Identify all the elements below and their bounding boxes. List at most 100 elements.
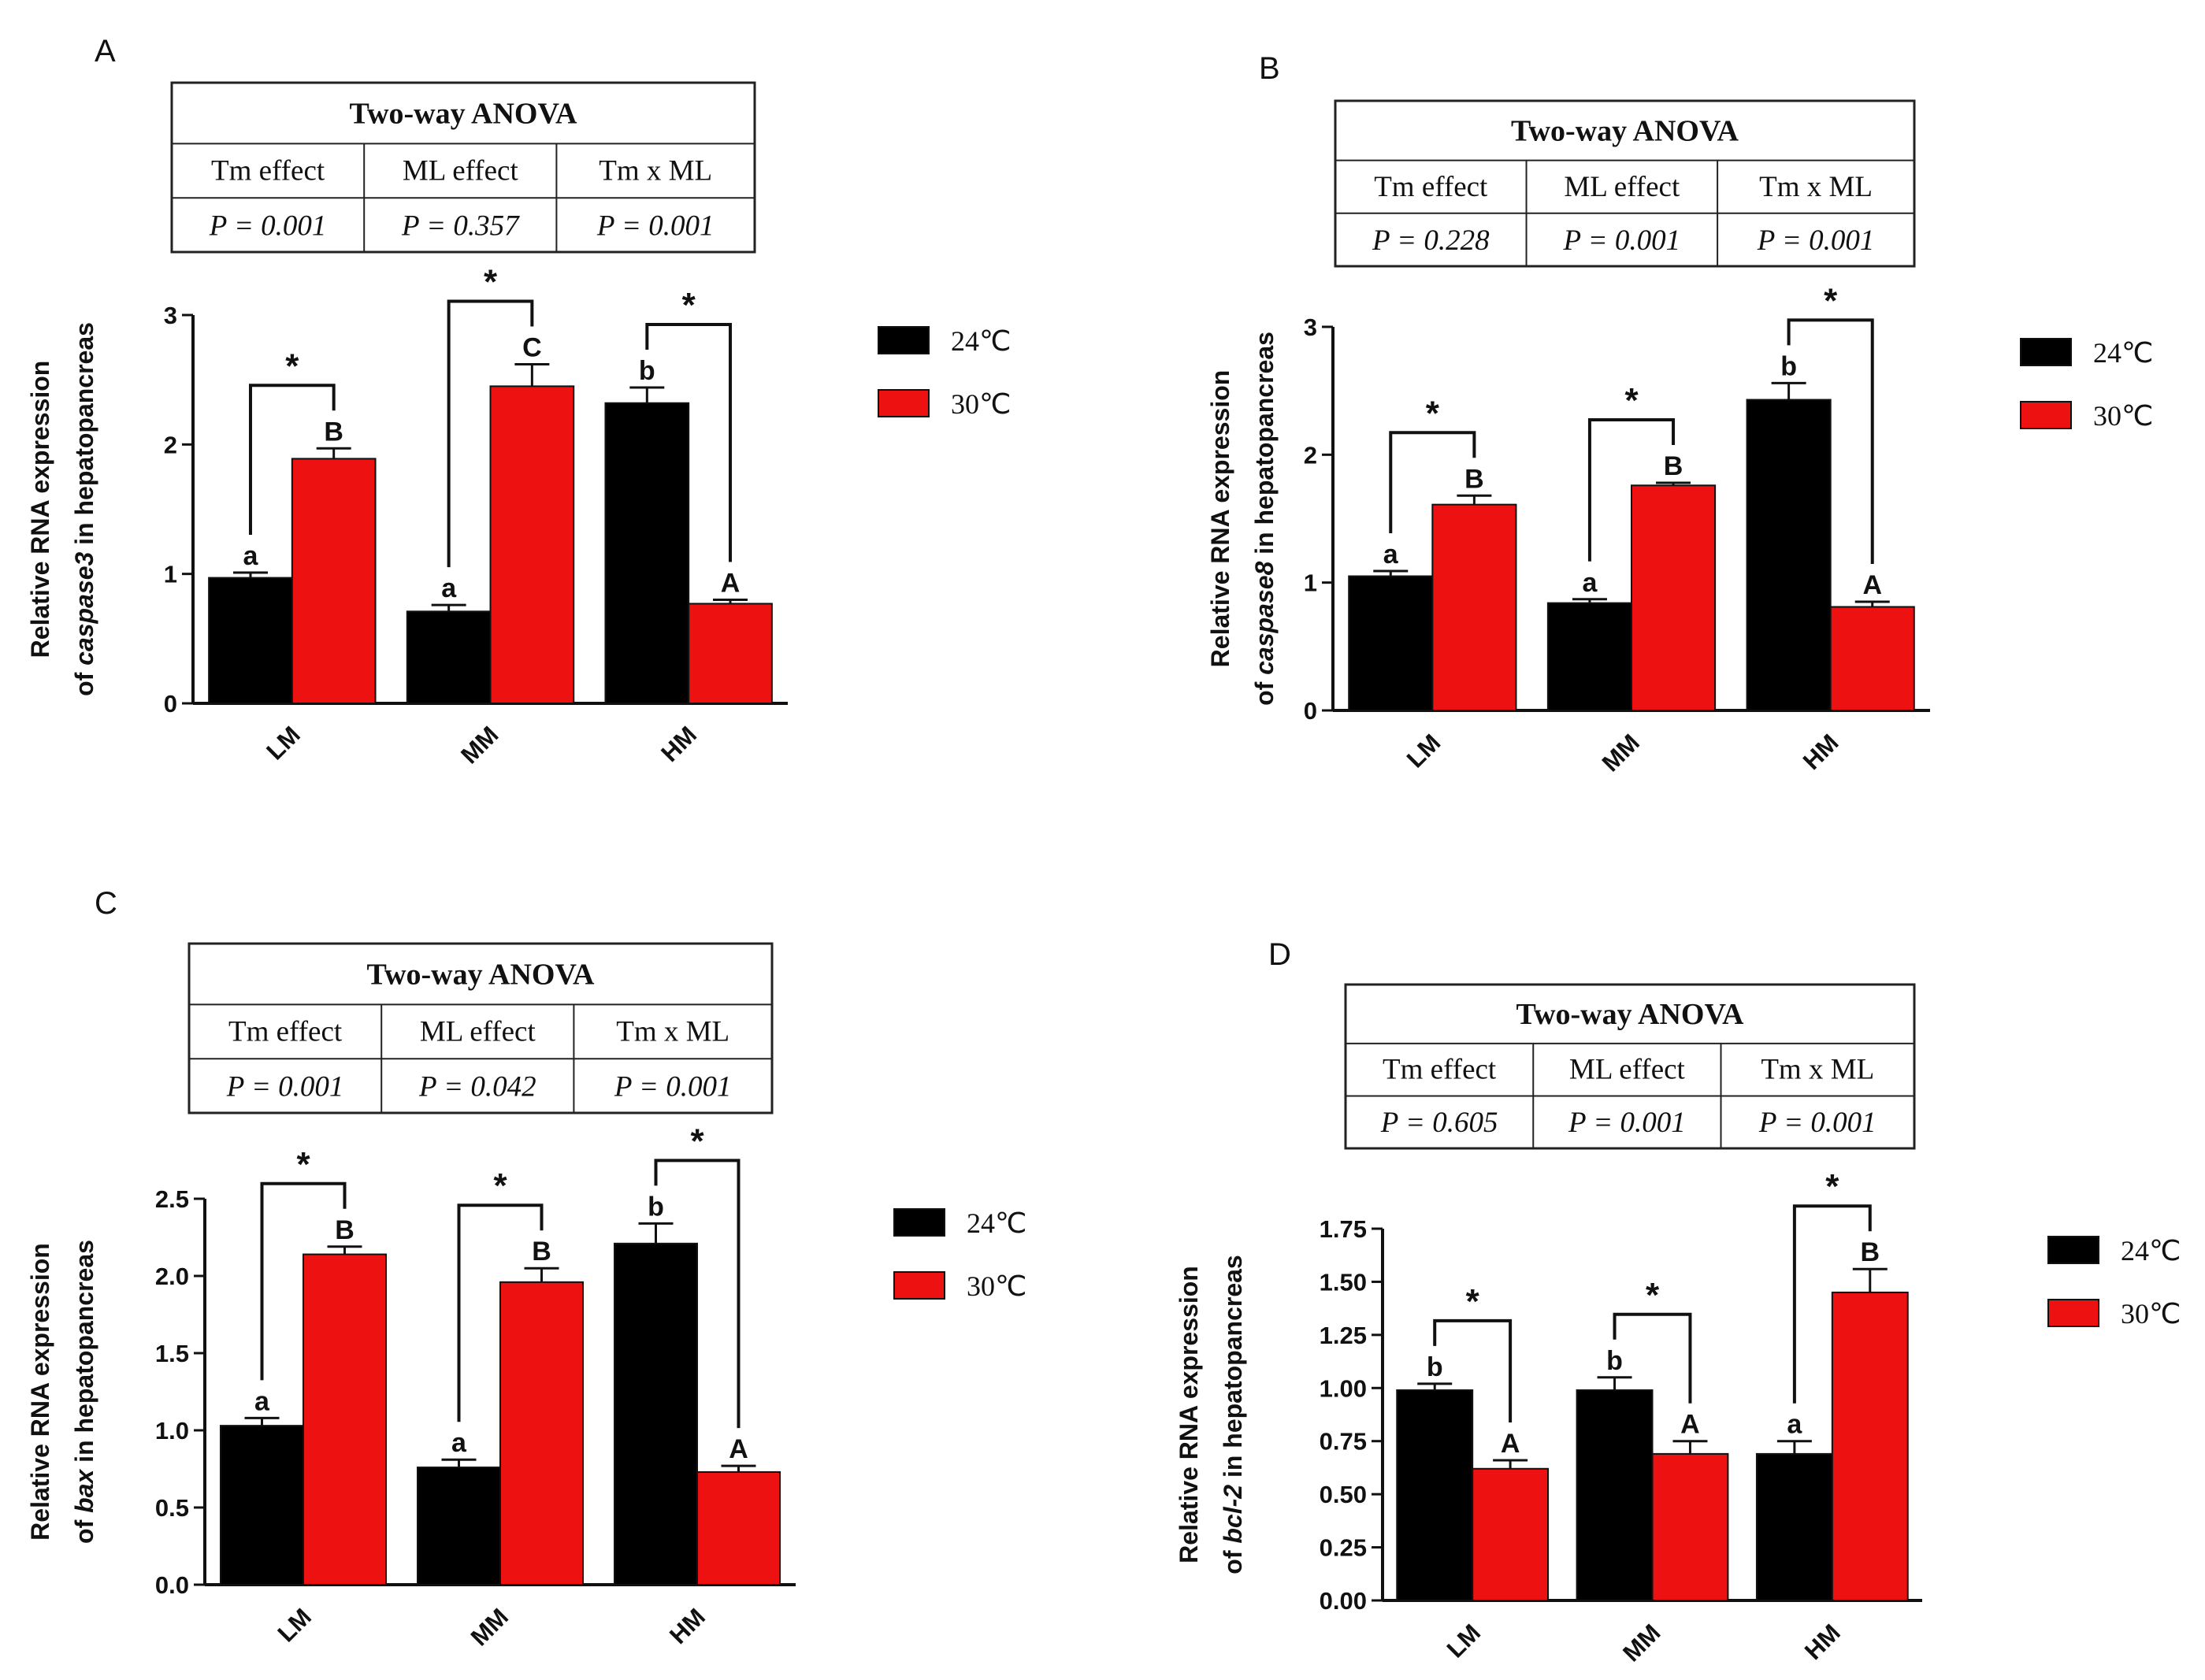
y-tick-label: 3 — [164, 302, 177, 329]
legend-swatch — [878, 389, 930, 417]
y-axis-label: of caspase8 in hepatopancreas — [1250, 332, 1279, 706]
bar-hm-30c — [696, 1470, 781, 1586]
bar-mm-30c — [1651, 1452, 1729, 1601]
y-tick-label: 0.0 — [155, 1571, 189, 1599]
significance-star: * — [285, 347, 299, 385]
anova-p-value: P = 0.001 — [209, 210, 327, 243]
bar-mm-30c — [1631, 484, 1717, 711]
legend-swatch — [878, 326, 930, 354]
significance-bracket — [645, 323, 733, 562]
anova-p-value: P = 0.605 — [1380, 1107, 1498, 1139]
y-axis-label-gene: caspase3 — [70, 552, 98, 666]
significance-letter: A — [721, 569, 741, 599]
significance-star: * — [1426, 394, 1440, 432]
significance-bracket — [1787, 318, 1874, 565]
y-axis-label: of bax in hepatopancreas — [70, 1240, 98, 1544]
bar-mm-30c — [499, 1281, 584, 1585]
bar-hm-24c — [1755, 1452, 1833, 1601]
category-label: HM — [1798, 729, 1844, 775]
significance-bracket — [1389, 431, 1476, 534]
significance-bracket — [1792, 1204, 1872, 1404]
significance-letter: a — [254, 1386, 270, 1416]
significance-letter: a — [1582, 568, 1598, 598]
bar-lm-24c — [220, 1425, 304, 1585]
anova-p-value: P = 0.001 — [1568, 1107, 1686, 1139]
significance-letter: A — [1862, 570, 1882, 600]
legend-label: 24℃ — [967, 1207, 1026, 1239]
anova-table-border — [187, 942, 774, 1114]
category-label: MM — [1617, 1619, 1665, 1667]
anova-p-value: P = 0.001 — [1757, 224, 1875, 257]
y-tick-label: 2.5 — [155, 1185, 189, 1213]
significance-letter: B — [532, 1237, 551, 1266]
significance-letter: B — [335, 1215, 355, 1245]
significance-letter: a — [1383, 540, 1399, 569]
legend: 24℃ 30℃ — [2047, 1235, 2181, 1330]
significance-letter: b — [1427, 1352, 1443, 1382]
anova-column-header: Tm effect — [228, 1016, 343, 1048]
significance-star: * — [1466, 1282, 1480, 1321]
bar-mm-30c — [489, 385, 575, 704]
anova-column-header: Tm x ML — [599, 155, 712, 187]
category-label: HM — [655, 721, 702, 767]
bar-lm-24c — [1396, 1389, 1474, 1602]
anova-p-value: P = 0.001 — [1562, 224, 1680, 257]
bar-hm-30c — [1829, 606, 1915, 712]
legend-swatch — [2047, 1236, 2099, 1264]
anova-column-header: ML effect — [1564, 171, 1680, 203]
anova-p-value: P = 0.001 — [596, 210, 715, 243]
significance-letter: b — [639, 356, 655, 386]
category-label: LM — [273, 1603, 317, 1647]
legend-label: 30℃ — [2121, 1298, 2181, 1330]
legend-label: 30℃ — [2093, 400, 2153, 432]
significance-star: * — [1624, 381, 1639, 420]
anova-table-border — [170, 81, 756, 254]
y-axis-label-prefix: of — [1219, 1544, 1247, 1574]
significance-letter: B — [1464, 464, 1484, 494]
significance-star: * — [1824, 281, 1838, 320]
y-tick-label: 1.5 — [155, 1340, 189, 1367]
legend: 24℃ 30℃ — [878, 325, 1011, 420]
significance-letter: a — [243, 541, 259, 571]
category-label: MM — [455, 721, 503, 769]
anova-table-border — [1344, 983, 1916, 1150]
significance-bracket — [447, 299, 534, 568]
category-label: HM — [664, 1603, 711, 1649]
anova-column-header: ML effect — [403, 155, 519, 187]
bar-mm-24c — [1546, 602, 1633, 712]
y-tick-label: 1.75 — [1320, 1215, 1367, 1243]
y-axis-label-suffix: in hepatopancreas — [70, 1240, 98, 1470]
anova-column-header: Tm x ML — [1759, 171, 1873, 203]
anova-p-value: P = 0.228 — [1372, 224, 1490, 257]
y-axis-label-gene: bcl-2 — [1219, 1485, 1247, 1544]
y-tick-label: 2 — [164, 431, 177, 458]
bar-lm-30c — [303, 1253, 387, 1586]
panel-b: B Two-way ANOVA Tm effect ML effect Tm x ML P… — [1206, 51, 2153, 777]
bar-hm-24c — [1746, 399, 1832, 711]
legend-label: 24℃ — [2093, 337, 2153, 369]
anova-table: Two-way ANOVA Tm effect ML effect Tm x ML P … — [1344, 983, 1916, 1150]
legend-swatch — [2020, 338, 2072, 366]
significance-star: * — [682, 286, 696, 325]
significance-bracket — [248, 384, 336, 536]
anova-p-value: P = 0.042 — [418, 1071, 536, 1103]
significance-star: * — [493, 1166, 507, 1205]
bar-mm-24c — [417, 1467, 501, 1586]
y-tick-label: 3 — [1304, 313, 1317, 341]
bar-lm-24c — [1348, 575, 1434, 711]
significance-letter: A — [1501, 1429, 1520, 1459]
bars: a B * LM a B * MM b A * HM — [1348, 281, 1915, 777]
y-axis-label: of bcl-2 in hepatopancreas — [1219, 1255, 1247, 1574]
significance-letter: B — [1664, 451, 1683, 481]
significance-bracket — [1587, 418, 1676, 562]
anova-title: Two-way ANOVA — [1511, 114, 1739, 147]
category-label: MM — [1597, 729, 1645, 777]
y-axis-label-suffix: in hepatopancreas — [1250, 332, 1279, 562]
legend-swatch — [2047, 1299, 2099, 1327]
significance-bracket — [654, 1159, 741, 1429]
y-axis-label: of caspase3 in hepatopancreas — [70, 322, 98, 696]
y-tick-label: 0.75 — [1320, 1428, 1367, 1456]
anova-table-border — [1334, 99, 1916, 268]
y-tick-label: 0 — [1304, 697, 1317, 725]
